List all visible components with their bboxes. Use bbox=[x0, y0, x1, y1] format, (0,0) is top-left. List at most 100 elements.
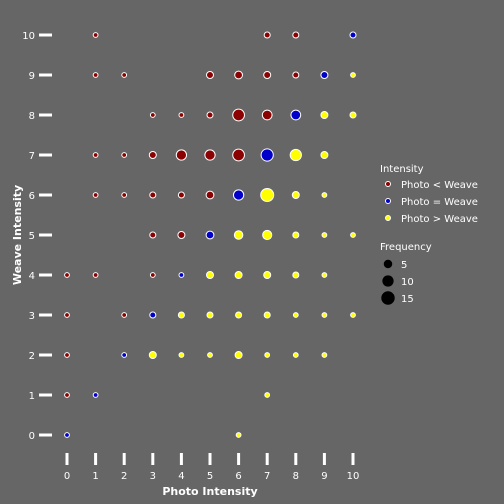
data-point bbox=[290, 109, 302, 121]
x-tick-label: 7 bbox=[264, 471, 270, 482]
data-point bbox=[292, 271, 300, 279]
data-point bbox=[121, 352, 128, 358]
data-point bbox=[264, 352, 271, 358]
y-tick-label: 2 bbox=[29, 351, 35, 362]
size-legend-label: 10 bbox=[401, 277, 414, 288]
data-point bbox=[121, 152, 128, 158]
size-legend-title: Frequency bbox=[380, 242, 432, 253]
data-point bbox=[321, 232, 328, 238]
x-tick-label: 4 bbox=[178, 471, 184, 482]
data-point bbox=[177, 191, 185, 199]
data-point bbox=[178, 112, 185, 118]
y-axis-title: Weave Intensity bbox=[11, 185, 24, 285]
data-point bbox=[321, 312, 328, 318]
data-point bbox=[232, 148, 245, 162]
data-point bbox=[92, 192, 99, 198]
data-point bbox=[350, 312, 356, 318]
y-tick-label: 8 bbox=[29, 111, 35, 122]
data-point bbox=[64, 432, 70, 438]
x-axis-title: Photo Intensity bbox=[162, 485, 257, 498]
data-point bbox=[149, 311, 157, 319]
data-point bbox=[235, 432, 242, 438]
x-tick-label: 9 bbox=[321, 471, 327, 482]
data-point bbox=[292, 312, 299, 318]
data-point bbox=[178, 272, 185, 278]
data-point bbox=[292, 352, 299, 358]
data-point bbox=[92, 272, 99, 278]
data-point bbox=[64, 392, 70, 398]
data-point bbox=[320, 71, 329, 79]
data-point bbox=[206, 271, 214, 279]
data-point bbox=[289, 148, 302, 162]
data-point bbox=[206, 311, 214, 319]
data-point bbox=[260, 148, 274, 162]
data-point bbox=[206, 111, 214, 119]
y-tick-label: 7 bbox=[29, 151, 35, 162]
y-tick-label: 4 bbox=[29, 271, 35, 282]
data-point bbox=[205, 230, 215, 240]
data-point bbox=[263, 71, 272, 79]
x-tick-label: 0 bbox=[64, 471, 70, 482]
y-tick-label: 10 bbox=[22, 31, 35, 42]
size-legend-key bbox=[382, 275, 394, 287]
color-legend-label: Photo = Weave bbox=[401, 197, 478, 208]
data-point bbox=[92, 32, 99, 38]
data-point bbox=[204, 149, 216, 161]
data-point bbox=[121, 312, 128, 318]
data-point bbox=[64, 312, 70, 318]
data-point bbox=[175, 149, 188, 161]
data-points bbox=[64, 31, 357, 438]
color-legend-label: Photo > Weave bbox=[401, 214, 478, 225]
data-point bbox=[232, 108, 245, 122]
legend: Intensity Frequency Photo < Weave Photo =… bbox=[380, 164, 478, 305]
data-point bbox=[148, 351, 157, 359]
data-point bbox=[177, 311, 185, 319]
data-point bbox=[349, 31, 357, 39]
data-point bbox=[263, 31, 271, 39]
data-point bbox=[321, 352, 328, 358]
x-axis: 0 1 2 3 4 5 6 7 8 9 10 bbox=[64, 453, 359, 482]
x-tick-label: 1 bbox=[92, 471, 98, 482]
x-tick-label: 3 bbox=[150, 471, 156, 482]
data-point bbox=[121, 72, 128, 78]
y-tick-label: 0 bbox=[29, 431, 35, 442]
y-tick-label: 9 bbox=[29, 71, 35, 82]
data-point bbox=[292, 31, 300, 39]
y-tick-label: 5 bbox=[29, 231, 35, 242]
data-point bbox=[292, 231, 300, 239]
x-tick-label: 2 bbox=[121, 471, 127, 482]
data-point bbox=[206, 71, 214, 79]
x-tick-label: 6 bbox=[235, 471, 241, 482]
data-point bbox=[264, 392, 271, 398]
data-point bbox=[149, 191, 157, 199]
data-point bbox=[234, 70, 244, 80]
data-point bbox=[350, 72, 356, 78]
data-point bbox=[232, 189, 245, 201]
y-tick-label: 6 bbox=[29, 191, 35, 202]
data-point bbox=[260, 187, 275, 203]
x-tick-label: 8 bbox=[293, 471, 299, 482]
size-legend-key bbox=[383, 259, 393, 269]
data-point bbox=[207, 352, 213, 358]
color-legend-title: Intensity bbox=[380, 164, 424, 175]
y-tick-label: 3 bbox=[29, 311, 35, 322]
data-point bbox=[178, 352, 185, 358]
color-legend-key bbox=[385, 215, 391, 221]
data-point bbox=[262, 229, 273, 241]
data-point bbox=[350, 232, 356, 238]
data-point bbox=[320, 151, 329, 159]
data-point bbox=[148, 151, 157, 159]
y-axis: 0 1 2 3 4 5 6 7 8 9 10 bbox=[22, 31, 52, 442]
data-point bbox=[234, 351, 243, 359]
color-legend-label: Photo < Weave bbox=[401, 180, 478, 191]
data-point bbox=[292, 71, 300, 79]
data-point bbox=[234, 271, 243, 279]
data-point bbox=[64, 352, 70, 358]
data-point bbox=[321, 272, 328, 278]
data-point bbox=[64, 272, 70, 278]
data-point bbox=[320, 111, 329, 119]
data-point bbox=[233, 230, 244, 240]
size-legend-key bbox=[381, 291, 395, 305]
